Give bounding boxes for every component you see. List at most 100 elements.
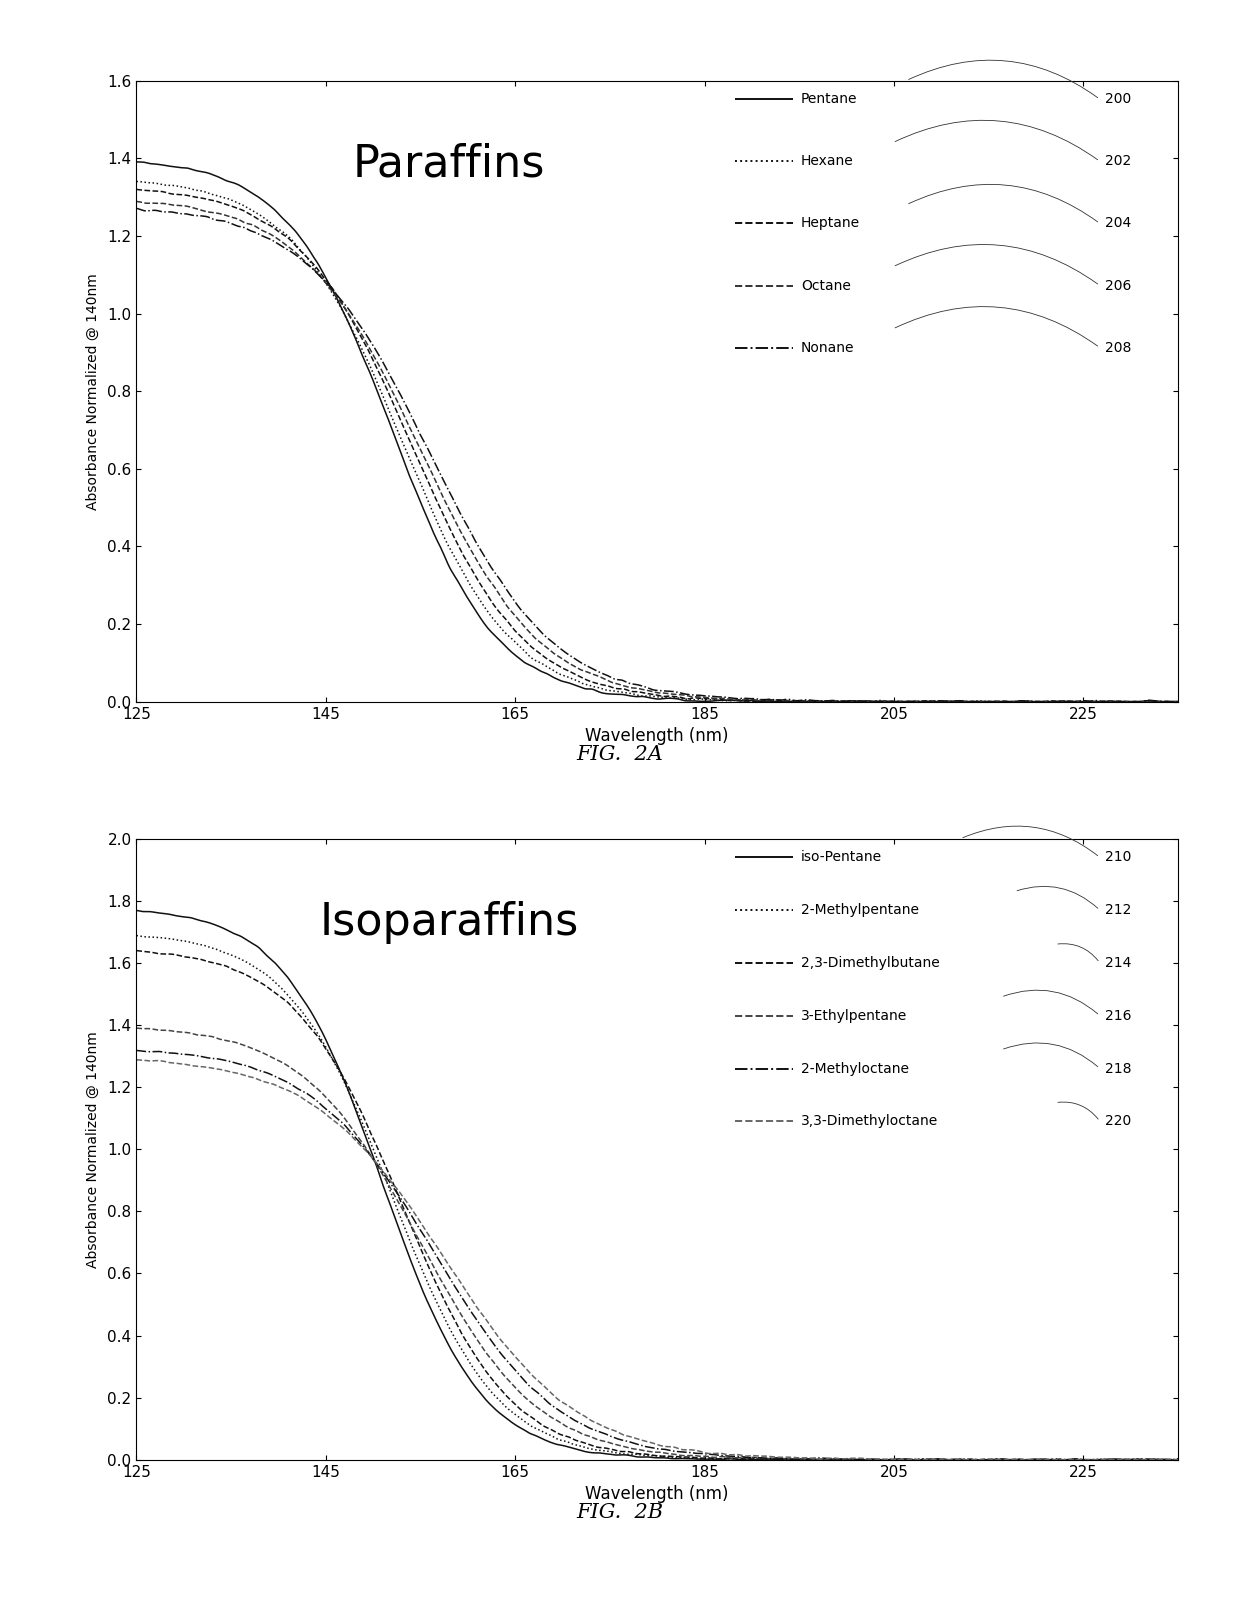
Text: 212: 212: [1105, 903, 1131, 918]
3-Ethylpentane: [825, 1450, 839, 1469]
Heptane: [915, 692, 930, 711]
Y-axis label: Absorbance Normalized @ 140nm: Absorbance Normalized @ 140nm: [87, 273, 100, 510]
Nonane: [129, 198, 144, 218]
2,3-Dimethylbutane: [743, 1450, 758, 1469]
2,3-Dimethylbutane: [314, 1031, 329, 1050]
Line: 3,3-Dimethyloctane: 3,3-Dimethyloctane: [136, 1060, 1178, 1460]
Text: 2,3-Dimethylbutane: 2,3-Dimethylbutane: [801, 957, 940, 969]
2,3-Dimethylbutane: [826, 1450, 841, 1469]
Heptane: [397, 419, 412, 439]
Octane: [743, 690, 758, 710]
Heptane: [600, 676, 615, 695]
Nonane: [867, 692, 882, 711]
2-Methylpentane: [1171, 1448, 1185, 1468]
X-axis label: Wavelength (nm): Wavelength (nm): [585, 727, 729, 745]
Line: 2,3-Dimethylbutane: 2,3-Dimethylbutane: [136, 950, 1178, 1460]
iso-Pentane: [314, 1019, 329, 1039]
Text: Isoparaffins: Isoparaffins: [319, 900, 579, 944]
2-Methylpentane: [915, 1448, 930, 1468]
Pentane: [129, 152, 144, 171]
2-Methyloctane: [600, 1426, 615, 1445]
Text: Octane: Octane: [801, 279, 851, 292]
Text: 216: 216: [1105, 1008, 1132, 1023]
Text: 220: 220: [1105, 1115, 1131, 1129]
Nonane: [825, 690, 839, 710]
Hexane: [826, 692, 841, 711]
3,3-Dimethyloctane: [129, 1050, 144, 1069]
2-Methylpentane: [600, 1442, 615, 1461]
3-Ethylpentane: [129, 1018, 144, 1037]
2-Methylpentane: [826, 1448, 841, 1468]
3-Ethylpentane: [859, 1450, 874, 1469]
2-Methyloctane: [877, 1450, 892, 1469]
Line: 2-Methyloctane: 2-Methyloctane: [136, 1050, 1178, 1460]
Pentane: [1171, 692, 1185, 711]
Line: Nonane: Nonane: [136, 208, 1178, 702]
2-Methylpentane: [734, 1450, 749, 1469]
Nonane: [743, 689, 758, 708]
3-Ethylpentane: [600, 1432, 615, 1452]
Octane: [397, 406, 412, 426]
3,3-Dimethyloctane: [397, 1189, 412, 1208]
Pentane: [314, 258, 329, 277]
Line: iso-Pentane: iso-Pentane: [136, 910, 1178, 1460]
Text: 200: 200: [1105, 92, 1131, 106]
Text: 214: 214: [1105, 957, 1131, 969]
Heptane: [314, 263, 329, 282]
Pentane: [397, 452, 412, 471]
Line: 2-Methylpentane: 2-Methylpentane: [136, 936, 1178, 1460]
Hexane: [743, 690, 758, 710]
2-Methyloctane: [1171, 1450, 1185, 1469]
Y-axis label: Absorbance Normalized @ 140nm: Absorbance Normalized @ 140nm: [87, 1031, 100, 1268]
Line: 3-Ethylpentane: 3-Ethylpentane: [136, 1027, 1178, 1460]
Line: Heptane: Heptane: [136, 189, 1178, 702]
Text: FIG.  2B: FIG. 2B: [577, 1503, 663, 1523]
Heptane: [1171, 692, 1185, 711]
3,3-Dimethyloctane: [1171, 1450, 1185, 1469]
3,3-Dimethyloctane: [314, 1100, 329, 1119]
Octane: [825, 692, 839, 711]
Text: 2-Methylpentane: 2-Methylpentane: [801, 903, 919, 918]
3,3-Dimethyloctane: [600, 1418, 615, 1437]
Nonane: [314, 268, 329, 287]
2,3-Dimethylbutane: [129, 940, 144, 960]
2,3-Dimethylbutane: [397, 1200, 412, 1219]
iso-Pentane: [129, 900, 144, 919]
Text: Hexane: Hexane: [801, 155, 853, 168]
2-Methylpentane: [314, 1029, 329, 1048]
Text: FIG.  2A: FIG. 2A: [577, 745, 663, 765]
Heptane: [826, 692, 841, 711]
Nonane: [600, 666, 615, 686]
Nonane: [1171, 692, 1185, 711]
Hexane: [915, 692, 930, 711]
2-Methyloctane: [915, 1450, 930, 1469]
Heptane: [825, 692, 839, 711]
iso-Pentane: [743, 1448, 758, 1468]
Text: 3,3-Dimethyloctane: 3,3-Dimethyloctane: [801, 1115, 939, 1129]
2-Methyloctane: [314, 1095, 329, 1115]
Text: 204: 204: [1105, 216, 1131, 231]
3-Ethylpentane: [397, 1203, 412, 1223]
Text: 218: 218: [1105, 1061, 1132, 1076]
Text: Nonane: Nonane: [801, 340, 854, 355]
Text: Heptane: Heptane: [801, 216, 861, 231]
Text: iso-Pentane: iso-Pentane: [801, 850, 882, 865]
Nonane: [915, 692, 930, 711]
Octane: [600, 671, 615, 690]
Octane: [129, 192, 144, 211]
Hexane: [314, 266, 329, 286]
2-Methyloctane: [743, 1448, 758, 1468]
2-Methyloctane: [129, 1040, 144, 1060]
2,3-Dimethylbutane: [794, 1450, 808, 1469]
Hexane: [129, 173, 144, 192]
Nonane: [397, 392, 412, 411]
Hexane: [397, 437, 412, 456]
Hexane: [1171, 692, 1185, 711]
3-Ethylpentane: [1171, 1450, 1185, 1469]
Pentane: [795, 692, 810, 711]
Heptane: [129, 179, 144, 198]
2,3-Dimethylbutane: [1171, 1450, 1185, 1469]
Pentane: [743, 690, 758, 710]
Octane: [851, 692, 866, 711]
3-Ethylpentane: [314, 1082, 329, 1102]
